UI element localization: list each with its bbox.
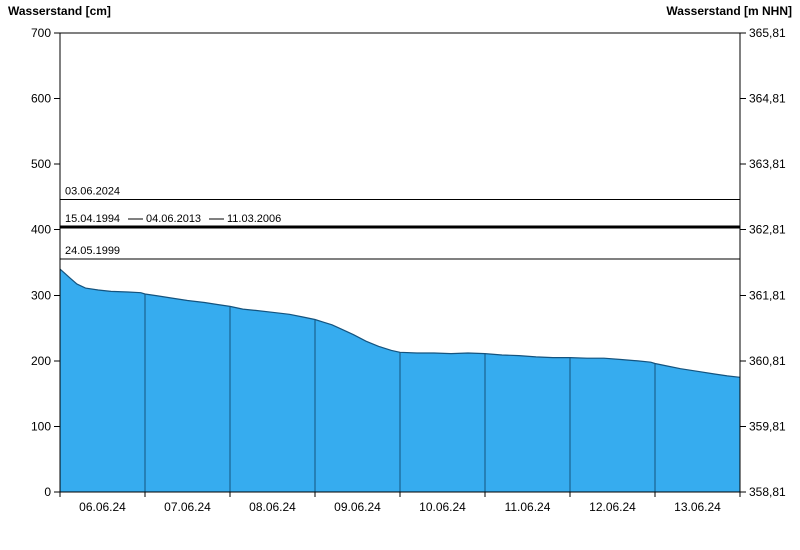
- left-axis-title: Wasserstand [cm]: [8, 4, 111, 18]
- y-right-tick-label: 361,81: [749, 288, 786, 302]
- reference-line-label: 24.05.1999: [65, 245, 120, 257]
- y-left-tick-label: 600: [31, 92, 51, 106]
- y-left-tick-label: 400: [31, 223, 51, 237]
- y-left-tick-label: 300: [31, 288, 51, 302]
- y-left-tick-label: 200: [31, 354, 51, 368]
- y-left-tick-label: 500: [31, 157, 51, 171]
- x-tick-label: 07.06.24: [164, 500, 211, 514]
- y-right-tick-label: 363,81: [749, 157, 786, 171]
- reference-line-label: 15.04.1994: [65, 213, 120, 225]
- x-tick-label: 11.06.24: [505, 500, 551, 514]
- x-tick-label: 13.06.24: [674, 500, 721, 514]
- reference-line-label: 03.06.2024: [65, 186, 120, 198]
- y-right-tick-label: 358,81: [749, 485, 786, 499]
- y-left-tick-label: 700: [31, 26, 51, 40]
- y-right-tick-label: 364,81: [749, 92, 786, 106]
- y-axis-left: 0 100 200 300 400 500 600 700: [31, 26, 60, 499]
- x-tick-label: 09.06.24: [334, 500, 381, 514]
- y-left-tick-label: 0: [44, 485, 51, 499]
- reference-line-label: 11.03.2006: [227, 213, 281, 225]
- x-axis: 06.06.24 07.06.24 08.06.24 09.06.24 10.06.24…: [59, 492, 741, 514]
- x-tick-label: 10.06.24: [419, 500, 466, 514]
- y-right-tick-label: 365,81: [749, 26, 786, 40]
- y-right-tick-label: 362,81: [749, 223, 786, 237]
- right-axis-title: Wasserstand [m NHN]: [666, 4, 792, 18]
- y-right-tick-label: 360,81: [749, 354, 786, 368]
- y-left-tick-label: 100: [31, 419, 51, 433]
- x-tick-label: 12.06.24: [589, 500, 636, 514]
- y-axis-right: 358,81 359,81 360,81 361,81 362,81 363,81 364,…: [740, 26, 786, 499]
- reference-lines: 03.06.2024 15.04.1994 04.06.2013 11.03.2006…: [60, 186, 740, 260]
- x-tick-label: 06.06.24: [79, 500, 126, 514]
- x-tick-label: 08.06.24: [249, 500, 296, 514]
- reference-line-label: 04.06.2013: [146, 213, 201, 225]
- y-right-tick-label: 359,81: [749, 419, 786, 433]
- day-separator-lines: [144, 269, 656, 492]
